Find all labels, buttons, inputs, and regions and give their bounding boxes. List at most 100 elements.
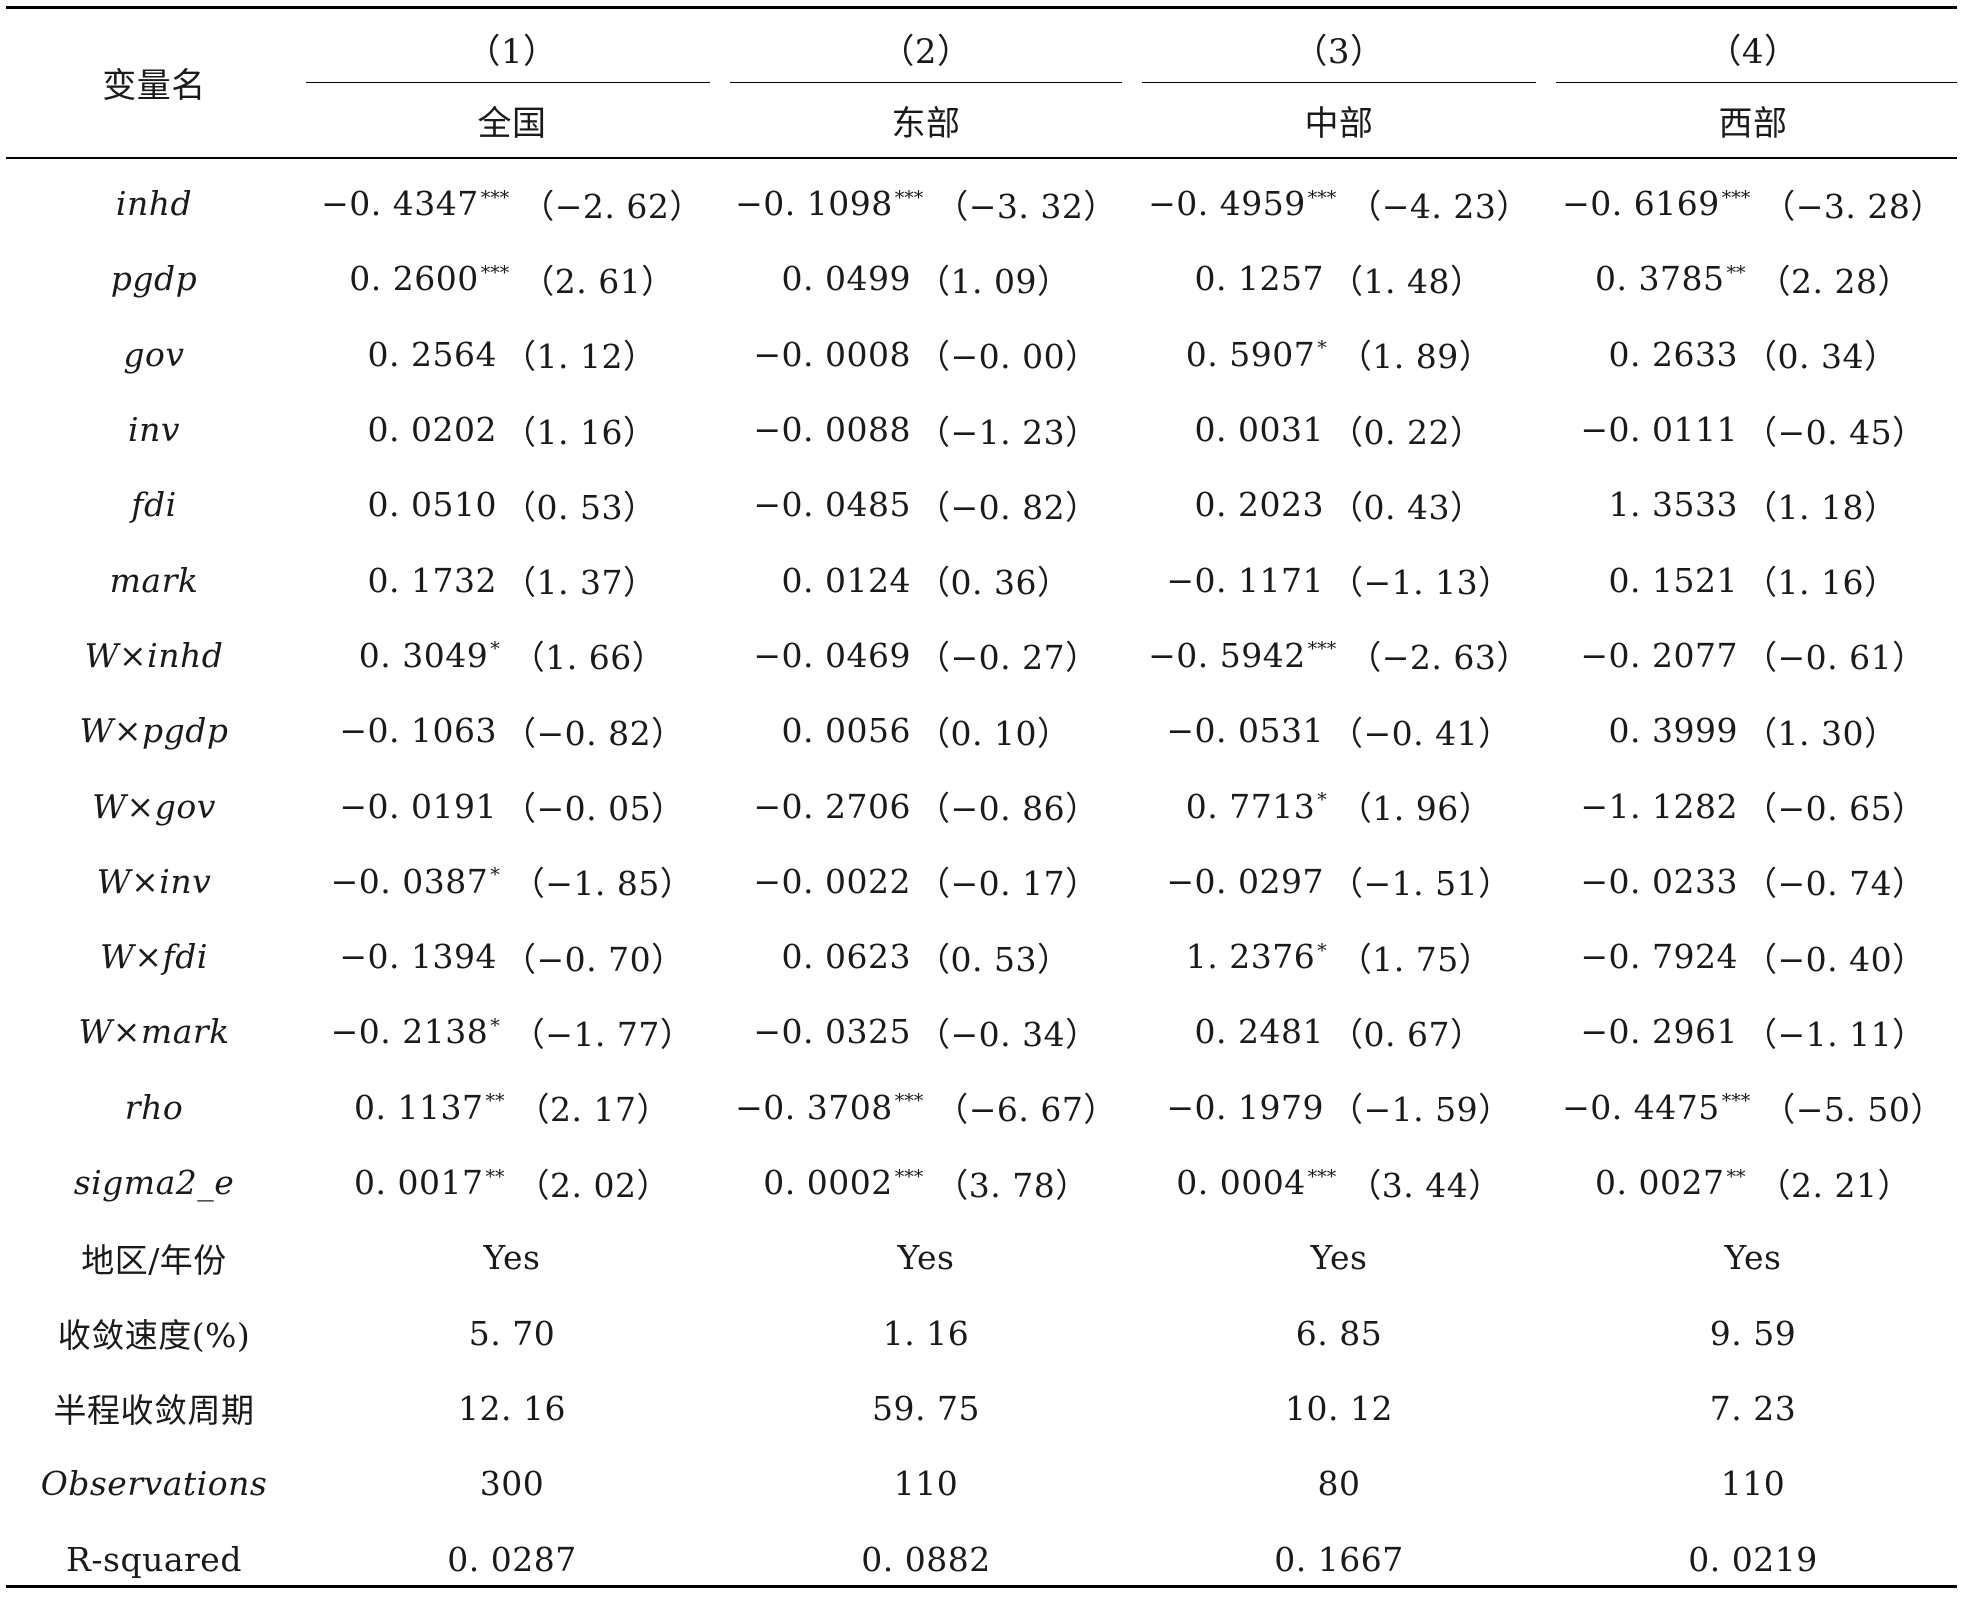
coefficient: −0. 1979 (1166, 1087, 1324, 1127)
table-cell: 7. 23 (1553, 1371, 1953, 1446)
table-cell: 6. 85 (1139, 1296, 1539, 1371)
t-statistic: （3. 44） (1348, 1165, 1502, 1205)
t-statistic: （−0. 05） (502, 789, 685, 829)
table-cell: −0. 0191 （−0. 05） (312, 768, 712, 843)
t-statistic: （1. 16） (503, 412, 657, 452)
table-cell: 0. 0499 （1. 09） (726, 241, 1126, 316)
coefficient: −0. 1394 (339, 937, 497, 977)
table-cell: 0. 0202 （1. 16） (312, 392, 712, 467)
column-region-1: 全国 (477, 103, 547, 144)
significance-stars: ** (485, 1090, 505, 1113)
variable-name: inv (128, 410, 180, 450)
table-cell: Yes (726, 1220, 1126, 1295)
variable-name: R-squared (66, 1539, 242, 1579)
t-statistic: （−4. 23） (1348, 186, 1530, 226)
t-statistic: （1. 89） (1338, 337, 1493, 377)
coefficient: −0. 0485 (753, 485, 911, 525)
coefficient: 0. 0124 (781, 560, 911, 600)
coefficient: −0. 6169 (1562, 184, 1720, 224)
table-cell: 0. 0623 （0. 53） (726, 919, 1126, 994)
significance-stars: * (1317, 337, 1327, 360)
table-cell: −0. 0111 （−0. 45） (1553, 392, 1953, 467)
table-cell: 110 (1553, 1446, 1953, 1521)
significance-stars: *** (480, 186, 510, 209)
t-statistic: （−1. 13） (1329, 563, 1512, 603)
t-statistic: （−0. 70） (502, 939, 685, 979)
table-cell: 0. 3999 （1. 30） (1553, 693, 1953, 768)
t-statistic: （−6. 67） (935, 1090, 1117, 1130)
table-cell: 0. 2023 （0. 43） (1139, 467, 1539, 542)
table-cell: −0. 0325 （−0. 34） (726, 994, 1126, 1069)
coefficient: −0. 0008 (753, 334, 911, 374)
coefficient: −0. 2961 (1580, 1012, 1738, 1052)
t-statistic: （1. 96） (1338, 789, 1493, 829)
variable-name: Observations (40, 1464, 268, 1504)
table-cell: 0. 0056 （0. 10） (726, 693, 1126, 768)
coefficient: −0. 3708 (735, 1087, 893, 1127)
t-statistic: （0. 53） (503, 487, 657, 527)
significance-stars: ** (1726, 1165, 1746, 1188)
coefficient: Yes (483, 1238, 541, 1278)
table-cell: −0. 2706 （−0. 86） (726, 768, 1126, 843)
coefficient: 9. 59 (1709, 1313, 1797, 1353)
coefficient: 5. 70 (468, 1313, 556, 1353)
t-statistic: （−3. 28） (1762, 186, 1944, 226)
table-cell: 0. 0002 *** （3. 78） (726, 1145, 1126, 1220)
coefficient: 0. 3785 (1595, 259, 1725, 299)
table-cell: 0. 3785 ** （2. 28） (1553, 241, 1953, 316)
bottom-rule (6, 1585, 1957, 1588)
t-statistic: （2. 28） (1757, 261, 1911, 301)
table-cell: −0. 2138 * （−1. 77） (312, 994, 712, 1069)
coefficient: 0. 0017 (354, 1163, 484, 1203)
table-cell: −0. 6169 *** （−3. 28） (1553, 166, 1953, 241)
significance-stars: *** (1307, 186, 1337, 209)
t-statistic: （−1. 23） (916, 412, 1099, 452)
coefficient: −1. 1282 (1580, 786, 1738, 826)
table-cell: −0. 2961 （−1. 11） (1553, 994, 1953, 1069)
table-cell: −0. 1171 （−1. 13） (1139, 543, 1539, 618)
column-group-rule-3 (1142, 82, 1536, 83)
significance-stars: *** (1721, 186, 1751, 209)
coefficient: −0. 1063 (339, 711, 497, 751)
table-cell: 300 (312, 1446, 712, 1521)
table-cell: 0. 2564 （1. 12） (312, 317, 712, 392)
coefficient: 0. 0510 (367, 485, 497, 525)
t-statistic: （−1. 59） (1329, 1090, 1512, 1130)
table-cell: 0. 5907 * （1. 89） (1139, 317, 1539, 392)
coefficient: −0. 0022 (753, 861, 911, 901)
t-statistic: （0. 67） (1330, 1014, 1484, 1054)
table-cell: 0. 2633 （0. 34） (1553, 317, 1953, 392)
coefficient: 110 (893, 1464, 959, 1504)
significance-stars: ** (1726, 261, 1746, 284)
table-cell: −0. 7924 （−0. 40） (1553, 919, 1953, 994)
coefficient: 0. 0202 (367, 410, 497, 450)
column-number-4: （4） (1707, 31, 1799, 72)
table-cell: −0. 0531 （−0. 41） (1139, 693, 1539, 768)
table-cell: 0. 2481 （0. 67） (1139, 994, 1539, 1069)
coefficient: −0. 0191 (339, 786, 497, 826)
table-cell: 0. 0882 (726, 1521, 1126, 1596)
t-statistic: （−1. 85） (511, 864, 694, 904)
table-cell: −0. 3708 *** （−6. 67） (726, 1070, 1126, 1145)
t-statistic: （−0. 65） (1743, 789, 1926, 829)
table-cell: −0. 0022 （−0. 17） (726, 844, 1126, 919)
coefficient: −0. 1098 (735, 184, 893, 224)
t-statistic: （1. 30） (1744, 713, 1898, 753)
variable-name: W×inv (96, 861, 212, 901)
table-cell: −0. 2077 （−0. 61） (1553, 618, 1953, 693)
coefficient: 80 (1317, 1464, 1361, 1504)
coefficient: 0. 0027 (1595, 1163, 1725, 1203)
coefficient: 0. 1667 (1274, 1539, 1404, 1579)
coefficient: 1. 2376 (1185, 937, 1316, 977)
coefficient: 0. 0004 (1176, 1163, 1306, 1203)
coefficient: −0. 1171 (1166, 560, 1324, 600)
variable-name: rho (124, 1087, 184, 1127)
coefficient: 0. 3049 (358, 635, 489, 675)
table-cell: −0. 4347 *** （−2. 62） (312, 166, 712, 241)
coefficient: Yes (1724, 1238, 1782, 1278)
table-cell: 0. 0027 ** （2. 21） (1553, 1145, 1953, 1220)
variable-name: W×pgdp (79, 711, 229, 751)
t-statistic: （−0. 00） (916, 337, 1099, 377)
table-cell: −0. 1979 （−1. 59） (1139, 1070, 1539, 1145)
column-region-3: 中部 (1304, 103, 1374, 144)
